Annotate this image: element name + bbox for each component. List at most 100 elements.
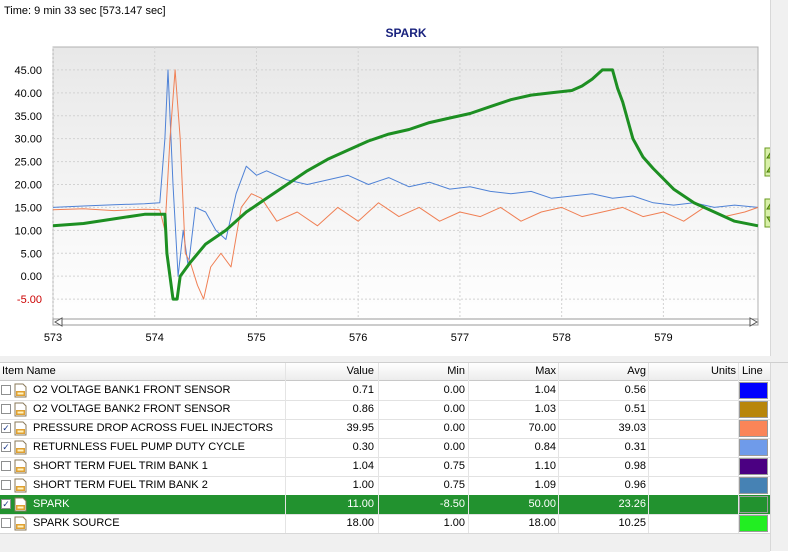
row-avg: 0.51 [624,403,646,415]
col-min[interactable]: Min [447,365,465,377]
chart-panel: Time: 9 min 33 sec [573.147 sec] SPARK 4… [0,0,788,357]
row-checkbox[interactable]: ✓ [1,442,11,452]
scale-down-control[interactable] [764,198,770,228]
line-color-swatch[interactable] [739,458,768,475]
table-row[interactable]: O2 VOLTAGE BANK2 FRONT SENSOR 0.86 0.00 1.0… [0,400,770,420]
row-item-name: SPARK SOURCE [33,517,120,529]
line-color-swatch[interactable] [739,382,768,399]
row-min: 1.00 [443,517,465,529]
col-item-name[interactable]: Item Name [2,365,56,377]
col-avg[interactable]: Avg [627,365,646,377]
x-tick-label: 574 [146,332,164,344]
row-max: 0.84 [534,441,556,453]
arrow-up-icon[interactable] [766,151,770,159]
document-icon [14,516,27,531]
document-icon [14,459,27,474]
row-checkbox[interactable]: ✓ [1,499,11,509]
y-tick-label: -5.00 [17,294,42,306]
row-avg: 0.96 [624,479,646,491]
x-axis: 573 574 575 576 577 578 579 [44,332,673,344]
y-tick-label: 0.00 [21,271,42,283]
document-icon [14,402,27,417]
line-color-swatch[interactable] [739,515,768,532]
row-checkbox[interactable] [1,518,11,528]
arrow-up-icon[interactable] [766,202,770,210]
row-checkbox[interactable] [1,385,11,395]
row-min: 0.00 [443,384,465,396]
panel-splitter[interactable] [0,356,788,363]
row-checkbox[interactable]: ✓ [1,423,11,433]
row-min: 0.00 [443,403,465,415]
y-tick-label: 35.00 [14,111,42,123]
table-row[interactable]: SHORT TERM FUEL TRIM BANK 2 1.00 0.75 1.09 0… [0,476,770,496]
row-min: 0.75 [443,460,465,472]
table-row[interactable]: ✓ SPARK 11.00 -8.50 50.00 23.26 [0,495,770,515]
document-icon [14,421,27,436]
arrow-up-icon[interactable] [766,165,770,173]
row-avg: 10.25 [618,517,646,529]
scale-up-control[interactable] [764,147,770,177]
line-color-swatch[interactable] [739,477,768,494]
row-avg: 0.98 [624,460,646,472]
y-tick-label: 40.00 [14,88,42,100]
row-item-name: SPARK [33,498,70,510]
y-tick-label: 25.00 [14,157,42,169]
series-line-2 [52,69,759,277]
col-value[interactable]: Value [346,365,374,377]
scroll-right-arrow-icon[interactable] [749,317,759,327]
chart-title: SPARK [385,26,426,40]
col-line[interactable]: Line [742,365,763,377]
col-max[interactable]: Max [535,365,556,377]
table-row[interactable]: ✓ PRESSURE DROP ACROSS FUEL INJECTORS 39.9… [0,419,770,439]
col-units[interactable]: Units [710,365,736,377]
row-avg: 0.56 [624,384,646,396]
row-max: 18.00 [528,517,556,529]
chart-vertical-scrollbar[interactable] [770,0,788,356]
grid-header: Item Name Value Min Max Avg Units Line [0,363,770,381]
row-avg: 39.03 [618,422,646,434]
row-min: -8.50 [439,498,465,510]
line-color-swatch[interactable] [739,401,768,418]
row-checkbox[interactable] [1,461,11,471]
scroll-left-arrow-icon[interactable] [53,317,63,327]
table-row[interactable]: ✓ RETURNLESS FUEL PUMP DUTY CYCLE 0.30 0.00… [0,438,770,458]
grid-lines [52,47,758,322]
document-icon [14,383,27,398]
row-value: 0.30 [352,441,374,453]
series-line-1 [52,69,759,300]
line-color-swatch[interactable] [739,439,768,456]
y-axis: 45.00 40.00 35.00 30.00 25.00 20.00 15.00 10.00… [14,65,42,306]
y-tick-label: 15.00 [14,202,42,214]
spark-chart[interactable]: SPARK 45.00 40.00 35.00 30.00 25.00 20.00 15.0… [0,0,770,356]
row-item-name: SHORT TERM FUEL TRIM BANK 1 [33,460,208,472]
x-scroll-bar[interactable] [52,317,759,327]
y-tick-label: 5.00 [21,248,42,260]
row-checkbox[interactable] [1,480,11,490]
x-tick-label: 578 [552,332,570,344]
table-row[interactable]: SHORT TERM FUEL TRIM BANK 1 1.04 0.75 1.10 0… [0,457,770,477]
x-tick-label: 579 [654,332,672,344]
y-tick-label: 10.00 [14,225,42,237]
table-row[interactable]: O2 VOLTAGE BANK1 FRONT SENSOR 0.71 0.00 1.0… [0,381,770,401]
row-value: 39.95 [346,422,374,434]
row-value: 18.00 [346,517,374,529]
y-tick-label: 20.00 [14,180,42,192]
row-value: 1.00 [352,479,374,491]
x-tick-label: 573 [44,332,62,344]
row-avg: 0.31 [624,441,646,453]
y-tick-label: 30.00 [14,134,42,146]
line-color-swatch[interactable] [739,420,768,437]
row-max: 1.10 [534,460,556,472]
grid-horizontal-scrollbar[interactable] [0,533,770,552]
row-checkbox[interactable] [1,404,11,414]
line-color-swatch[interactable] [739,496,768,513]
row-min: 0.00 [443,441,465,453]
row-item-name: PRESSURE DROP ACROSS FUEL INJECTORS [33,422,274,434]
document-icon [14,440,27,455]
series-line-0 [52,68,759,301]
arrow-down-icon[interactable] [766,216,770,224]
row-max: 50.00 [528,498,556,510]
row-max: 1.04 [534,384,556,396]
table-row[interactable]: SPARK SOURCE 18.00 1.00 18.00 10.25 [0,514,770,534]
grid-vertical-scrollbar[interactable] [770,363,788,551]
